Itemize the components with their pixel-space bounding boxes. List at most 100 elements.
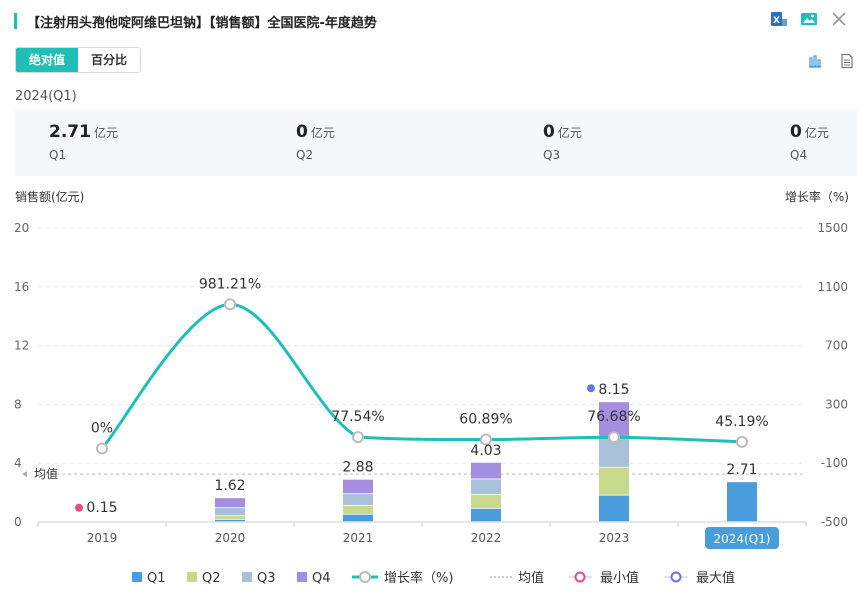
bars <box>215 402 757 522</box>
y-tick-label: 0 <box>14 515 22 529</box>
legend-swatch-q2 <box>187 572 197 582</box>
stat-value: 0 <box>543 122 555 142</box>
stat-q3: 0 亿元 Q3 <box>543 122 582 162</box>
legend-growth-dot <box>359 571 371 583</box>
growth-point-2020 <box>224 298 236 311</box>
legend-label-growth: 增长率（%) <box>384 570 453 586</box>
period-label: 2024(Q1) <box>15 89 77 104</box>
total-label: 4.03 <box>470 443 501 459</box>
legend: Q1 Q2 Q3 Q4 增长率（%) 均值 最小值 最大值 <box>132 570 735 586</box>
growth-label: 45.19% <box>715 414 768 430</box>
stat-unit: 亿元 <box>93 126 118 140</box>
legend-swatch-q3 <box>242 572 252 582</box>
growth-label: 76.68% <box>587 409 640 425</box>
view-switcher <box>806 52 856 70</box>
y-right-tick-label: -500 <box>821 515 848 529</box>
growth-point-2023 <box>608 431 620 444</box>
stat-quarter: Q3 <box>543 148 561 162</box>
growth-label: 77.54% <box>331 409 384 425</box>
legend-label-q3: Q3 <box>257 571 276 586</box>
bar-q1-2022 <box>471 508 501 522</box>
legend-min-dot <box>574 571 586 583</box>
x-tick-label: 2022 <box>471 531 502 545</box>
bar-q1-2021 <box>343 514 373 522</box>
title-actions: X <box>770 10 848 28</box>
legend-swatch-q4 <box>297 572 307 582</box>
y-axis-title: 销售额(亿元) <box>15 190 85 204</box>
y-right-tick-label: 1100 <box>817 280 848 294</box>
legend-swatch-q1 <box>132 572 142 582</box>
svg-text:X: X <box>773 16 780 26</box>
bar-chart-icon[interactable] <box>806 52 824 70</box>
growth-rate-line <box>100 302 743 450</box>
bar-q2-2023 <box>599 467 629 495</box>
x-tick-label: 2021 <box>343 531 374 545</box>
y-axis-right-title: 增长率（%) <box>784 190 849 204</box>
y-tick-label: 20 <box>14 221 29 235</box>
close-icon[interactable] <box>830 10 848 28</box>
stat-q2: 0 亿元 Q2 <box>296 122 335 162</box>
min-max-markers <box>75 384 595 512</box>
stat-unit: 亿元 <box>804 126 829 140</box>
x-tick-label: 2020 <box>215 531 246 545</box>
legend-label-q2: Q2 <box>202 571 221 586</box>
bar-q1-2020 <box>215 519 245 522</box>
table-view-icon[interactable] <box>838 52 856 70</box>
min-marker <box>75 503 83 512</box>
title-bar: 【注射用头孢他啶阿维巴坦钠】【销售额】全国医院-年度趋势 X <box>14 10 854 32</box>
y-tick-label: 16 <box>14 280 29 294</box>
data-labels: 0% 981.21% 77.54% 60.89% 76.68% 45.19% 0.15 1.6… <box>86 276 768 516</box>
legend-label-q4: Q4 <box>312 571 331 586</box>
growth-label: 0% <box>91 421 113 437</box>
legend-label-mean: 均值 <box>518 570 544 586</box>
stat-quarter: Q1 <box>49 148 67 162</box>
legend-label-q1: Q1 <box>147 571 166 586</box>
growth-point-2019 <box>96 442 108 455</box>
stat-q1: 2.71 亿元 Q1 <box>49 122 118 162</box>
total-label: 0.15 <box>86 500 117 516</box>
y-tick-label: 8 <box>14 397 22 411</box>
total-label: 2.71 <box>726 462 757 478</box>
stat-q4: 0 亿元 Q4 <box>790 122 829 162</box>
mean-marker-icon <box>22 471 27 478</box>
bar-q4-2020 <box>215 498 245 508</box>
growth-point-2024(Q1) <box>736 435 748 448</box>
growth-label: 981.21% <box>199 276 261 292</box>
legend-label-min: 最小值 <box>600 570 639 586</box>
legend-label-max: 最大值 <box>696 570 735 586</box>
y-tick-label: 4 <box>14 456 22 470</box>
bar-q1-2023 <box>599 495 629 522</box>
percent-tab[interactable]: 百分比 <box>78 48 141 72</box>
absolute-value-tab[interactable]: 绝对值 <box>16 48 79 72</box>
bar-q3-2022 <box>471 479 501 495</box>
y-right-tick-label: 1500 <box>817 221 848 235</box>
mean-label: 均值 <box>34 466 58 481</box>
stat-quarter: Q2 <box>296 148 314 162</box>
grid-lines: 均值 <box>22 227 806 481</box>
y-right-tick-label: -100 <box>821 456 848 470</box>
y-tick-label: 12 <box>14 339 29 353</box>
total-label: 8.15 <box>598 382 629 398</box>
value-mode-toggle: 绝对值 百分比 <box>15 47 142 73</box>
bar-q4-2023 <box>599 402 629 436</box>
excel-export-icon[interactable]: X <box>770 10 788 28</box>
stat-quarter: Q4 <box>790 148 808 162</box>
x-tick-label: 2024(Q1) <box>714 532 771 546</box>
growth-line <box>96 298 748 455</box>
x-tick-label: 2023 <box>599 531 630 545</box>
stat-unit: 亿元 <box>310 126 335 140</box>
stat-value: 0 <box>790 122 802 142</box>
stat-unit: 亿元 <box>557 126 582 140</box>
image-export-icon[interactable] <box>800 10 818 28</box>
x-highlight-badge <box>705 527 779 549</box>
growth-point-2021 <box>352 431 364 444</box>
bar-q2-2020 <box>215 516 245 519</box>
max-marker <box>587 384 595 393</box>
bar-q4-2021 <box>343 479 373 494</box>
bar-q4-2022 <box>471 462 501 479</box>
total-label: 2.88 <box>342 460 373 476</box>
axes: 0 4 8 12 16 20 -500 -100 300 700 1100 1500 2019 2020 2… <box>14 221 848 549</box>
bar-q3-2020 <box>215 508 245 516</box>
bar-q2-2021 <box>343 505 373 514</box>
